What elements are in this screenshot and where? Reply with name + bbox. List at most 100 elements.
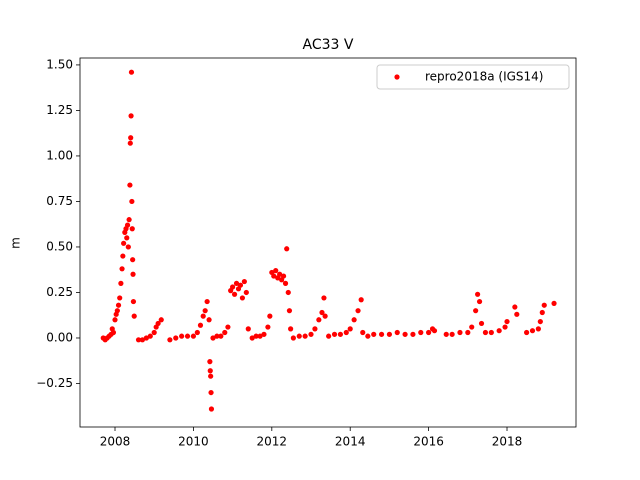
point — [319, 309, 325, 316]
point — [261, 331, 267, 337]
point — [418, 329, 424, 336]
point — [151, 329, 157, 336]
point — [128, 69, 135, 75]
point — [378, 331, 385, 337]
point — [257, 333, 263, 339]
point — [128, 113, 134, 119]
point — [233, 280, 240, 286]
point — [222, 329, 228, 336]
x-tick-label: 2018 — [492, 435, 523, 449]
point — [337, 331, 344, 337]
point — [449, 331, 455, 337]
point — [502, 324, 508, 330]
point — [321, 295, 327, 301]
point — [130, 298, 137, 305]
point — [308, 331, 314, 337]
point — [125, 244, 131, 250]
point — [288, 326, 294, 332]
point — [124, 235, 130, 241]
y-tick-label: 1.25 — [46, 103, 73, 117]
point — [245, 326, 251, 332]
point — [135, 337, 142, 343]
y-tick-label: 1.00 — [46, 148, 73, 162]
point — [267, 313, 273, 319]
point — [273, 268, 279, 274]
axes-frame — [79, 57, 577, 428]
point — [514, 311, 520, 317]
legend-label: repro2018a (IGS14) — [425, 70, 543, 84]
point — [465, 329, 471, 336]
point — [126, 217, 132, 223]
point — [371, 331, 377, 337]
point — [524, 329, 530, 336]
point — [355, 308, 361, 314]
point — [129, 226, 135, 232]
point — [120, 253, 126, 259]
point — [284, 246, 290, 252]
point — [208, 406, 215, 412]
legend-box — [376, 64, 570, 90]
point — [282, 280, 289, 286]
point — [197, 322, 204, 328]
x-tick-label: 2012 — [257, 435, 288, 449]
point — [218, 333, 224, 339]
x-tick-label: 2008 — [100, 435, 131, 449]
point — [127, 140, 133, 146]
x-tick-label: 2010 — [178, 435, 209, 449]
point — [239, 295, 246, 301]
point — [114, 308, 120, 314]
point — [130, 257, 136, 263]
point — [124, 222, 131, 228]
point — [131, 313, 137, 319]
point — [473, 308, 479, 314]
point — [539, 309, 545, 316]
point — [365, 333, 371, 339]
point — [351, 317, 357, 323]
point — [443, 331, 449, 337]
point — [488, 329, 494, 336]
point — [343, 329, 349, 336]
y-tick-label: 0.50 — [46, 239, 73, 253]
point — [194, 329, 200, 336]
legend-marker — [394, 74, 400, 80]
point — [110, 329, 117, 336]
point — [204, 298, 210, 305]
point — [147, 333, 153, 339]
point — [155, 320, 161, 327]
point — [118, 280, 124, 286]
point — [210, 335, 216, 341]
point — [347, 326, 353, 332]
y-tick-label: 0.75 — [46, 194, 73, 208]
point — [249, 335, 255, 341]
point — [476, 298, 483, 305]
point — [167, 337, 173, 343]
point — [207, 359, 213, 365]
point — [286, 308, 293, 314]
point — [529, 328, 536, 334]
point — [402, 331, 408, 337]
point — [360, 329, 366, 336]
point — [112, 317, 118, 323]
point — [190, 333, 197, 339]
point — [271, 273, 277, 279]
point — [426, 329, 432, 336]
point — [551, 300, 557, 306]
point — [129, 198, 135, 205]
point — [208, 373, 214, 379]
point — [386, 331, 393, 337]
point — [290, 335, 296, 341]
x-tick-label: 2016 — [413, 435, 444, 449]
point — [469, 324, 475, 330]
point — [173, 335, 179, 341]
point — [184, 333, 191, 339]
point — [410, 331, 416, 337]
point — [285, 289, 291, 296]
point — [115, 302, 122, 308]
point — [265, 324, 271, 330]
point — [158, 317, 164, 323]
point — [117, 295, 123, 301]
point — [504, 318, 510, 325]
point — [482, 329, 489, 336]
point — [478, 320, 485, 327]
